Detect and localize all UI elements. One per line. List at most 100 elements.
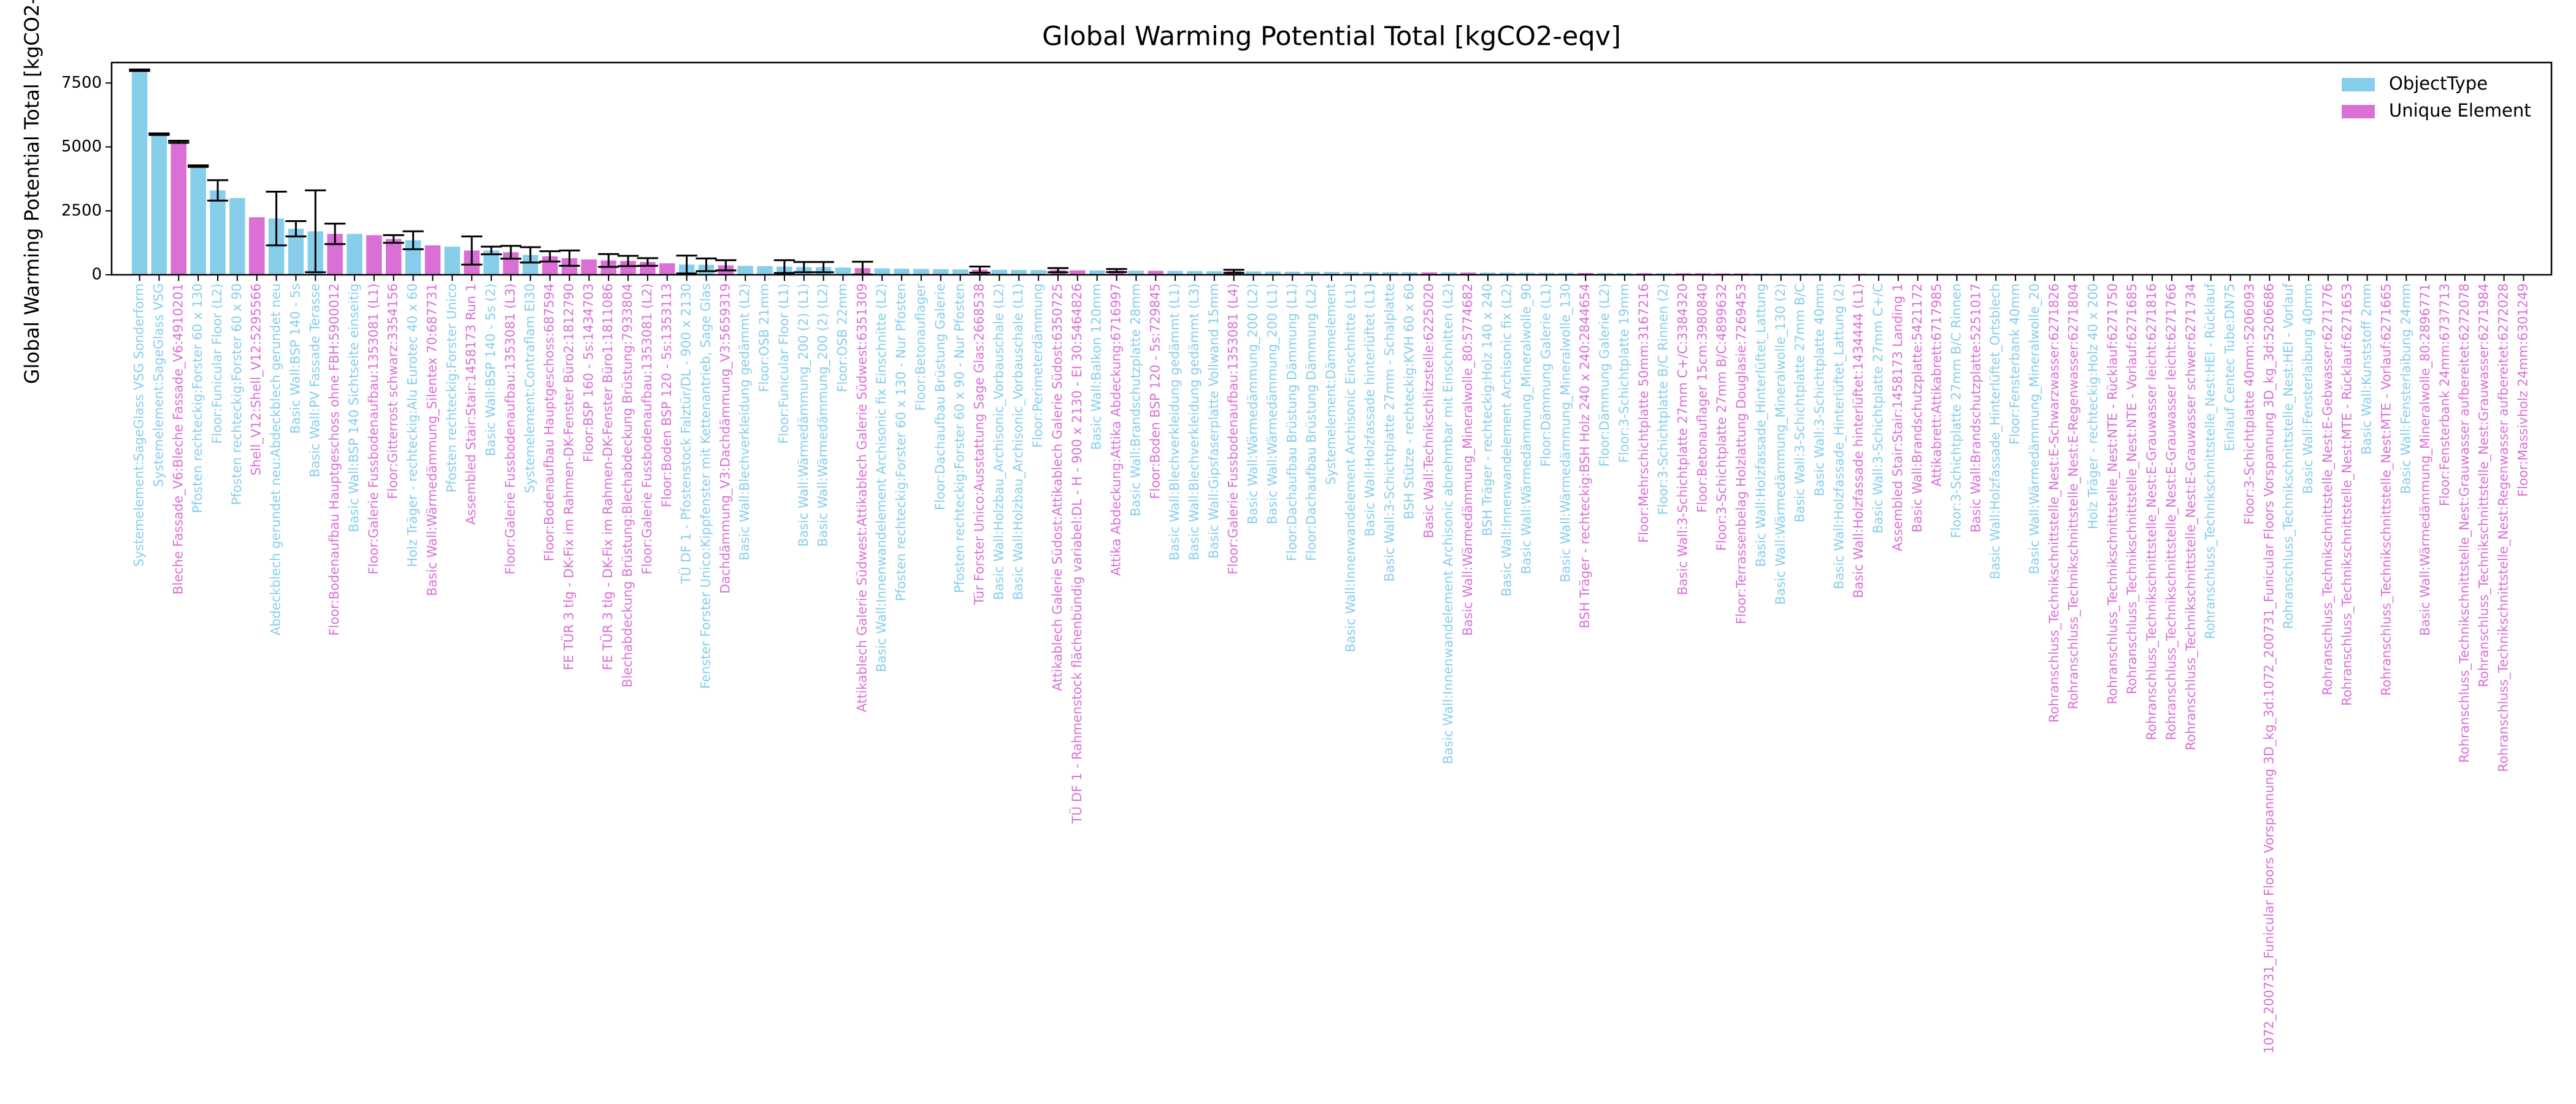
x-tick-label: 1072_200731_Funicular Floors Vorspannung…: [2261, 283, 2277, 1054]
x-tick-label: Rohranschluss_Technikschnittstelle_Nest:…: [2281, 283, 2296, 629]
x-tick-label: Floor:Dachaufbau Brüstung Galerie: [933, 283, 948, 510]
error-bar: [696, 257, 717, 272]
bar: [229, 197, 245, 275]
x-tick-label: Pfosten rechteckig:Forster 60 x 90 - Nur…: [953, 283, 967, 593]
x-tick-label: Attika Abdeckung:Attika Abdeckung:671699…: [1109, 283, 1124, 576]
error-bar: [1047, 267, 1069, 274]
bar: [1362, 272, 1379, 275]
x-tick-label: Systemelement:Dämmelement: [1324, 283, 1338, 485]
x-tick-label: Basic Wall:Holzbau_Archisonic_Vorbauscha…: [1011, 283, 1026, 600]
x-tick-label: Floor:Funicular Floor (L1): [776, 283, 791, 444]
x-tick-label: Basic Wall:Innenwandelement Archisonic f…: [874, 283, 889, 672]
bar: [894, 268, 910, 275]
x-tick-label: Basic Wall:Holzfassade_Hinterlüftet_Orts…: [1988, 283, 2003, 580]
x-tick-label: Basic Wall:Wärmedämmung_200 (2) (L1): [796, 283, 811, 546]
x-tick-label: Floor:OSB 21mm: [757, 283, 772, 393]
bar: [1655, 273, 1672, 275]
error-bar: [637, 257, 659, 267]
y-tick-label: 7500: [61, 74, 102, 92]
y-axis-label: Global Warming Potential Total [kgCO2-eq…: [20, 0, 44, 384]
x-tick-label: Floor:Betonauflager 15cm:3980840: [1695, 283, 1709, 513]
x-tick-label: Basic Wall:Wärmedämmung_Silentex 70:6877…: [424, 283, 440, 596]
x-tick-label: Basic Wall:Wärmedämmung_Mineralwolle_20: [2027, 283, 2042, 574]
bar: [1675, 273, 1692, 275]
bar: [385, 239, 402, 275]
bar: [1265, 271, 1281, 275]
x-tick-label: Attikablech Galerie Südost:Attikablech G…: [1050, 283, 1065, 691]
legend-swatch: [2342, 78, 2375, 91]
x-tick-label: Holz Träger - rechteckig:Holz 40 x 200: [2086, 283, 2101, 529]
error-bar: [187, 164, 209, 168]
chart-title: Global Warming Potential Total [kgCO2-eq…: [1042, 21, 1621, 52]
bar: [1324, 272, 1340, 275]
bar: [190, 166, 206, 275]
x-tick-label: Floor:Dachaufbau Brüstung Dämmung (L1): [1284, 283, 1299, 561]
x-tick-label: Rohranschluss_Technikschnittstelle_Nest:…: [2340, 283, 2355, 706]
x-tick-label: Floor:3-Schichtplatte 19mm: [1617, 283, 1631, 463]
x-tick-label: Systemelement:SageGlass VSG Sonderform: [132, 283, 147, 567]
bar: [1401, 272, 1418, 275]
error-bar: [559, 249, 580, 267]
bar: [1617, 273, 1633, 275]
x-tick-label: Basic Wall:Wärmedämmung_Mineralwolle_80:…: [2418, 283, 2433, 636]
bar: [757, 266, 773, 275]
error-bar: [773, 259, 795, 274]
x-tick-label: Floor:3-Schichtplatte 40mm:5206093: [2242, 283, 2256, 524]
x-tick-label: Basic Wall:Innenwandelement Archisonic f…: [1500, 283, 1514, 596]
x-tick-label: Basic Wall:Brandschutzplatte:5421172: [1910, 283, 1925, 532]
x-tick-label: BSH Träger - rechteckig:Holz 140 x 240: [1480, 283, 1495, 536]
x-tick-label: Basic Wall:Brandschutzplatte:5251017: [1968, 283, 1983, 532]
bar: [874, 268, 890, 275]
bar: [1441, 272, 1457, 275]
x-tick-label: Pfosten rechteckig:Forster 60 x 130: [190, 283, 205, 513]
bar: [659, 263, 675, 275]
bar: [835, 267, 851, 275]
x-tick-label: Basic Wall:BSP 140 - 5s (2): [483, 283, 498, 456]
x-tick-label: Basic Wall:Innenwandelement Archisonic E…: [1343, 283, 1358, 653]
bar: [1538, 272, 1555, 275]
x-tick-label: Floor:Fensterbank 40mm: [2007, 283, 2022, 445]
error-bar: [715, 259, 737, 272]
x-tick-label: Rohranschluss_Technikschnittstelle_Nest:…: [2496, 283, 2512, 772]
x-tick-label: Floor:3-Schichtplatte 27mm B/C Rinnen: [1949, 283, 1964, 539]
x-tick-label: Basic Wall:Technikschlitzstelle:6225020: [1421, 283, 1436, 539]
x-tick-label: Basic Wall:Wärmedämmung_200 (L2): [1246, 283, 1261, 524]
x-tick-label: Basic Wall:3-Schichtplatte 27mm - Schalp…: [1382, 283, 1397, 581]
x-tick-label: BSH Stütze - rechteckig:KVH 60 x 60: [1401, 283, 1416, 519]
error-bar: [1223, 269, 1244, 274]
x-tick-label: Floor:3-Schichtplatte B/C Rinnen (2): [1656, 283, 1671, 515]
x-tick-label: FE TÜR 3 tlg - DK-Fix im Rahmen-DK-Fenst…: [600, 283, 615, 670]
x-tick-label: Rohranschluss_Technikschnittstelle_Nest:…: [2203, 283, 2218, 639]
x-tick-label: Rohranschluss_Technikschnittstelle_Nest:…: [2144, 283, 2160, 740]
x-tick-label: Floor:Betonauflager: [913, 283, 928, 411]
x-tick-label: Floor:Dachaufbau Brüstung Dämmung (L2): [1304, 283, 1319, 561]
bar: [1577, 272, 1593, 275]
x-tick-label: Blechabdeckung Brüstung:Blechabdeckung B…: [620, 283, 635, 688]
error-bar: [129, 68, 150, 72]
bar: [248, 217, 265, 275]
error-bar: [402, 230, 424, 250]
x-tick-label: Basic Wall:BSP 140 - 5s: [288, 283, 302, 434]
x-tick-label: Basic Wall:Blechverkleidung gedämmt (L2): [737, 283, 752, 561]
x-tick-label: Basic Wall:Wärmedämmung_Mineralwolle_130…: [1773, 283, 1788, 605]
x-tick-label: TÜ DF 1 - Pfostenstock Falztür/DL - 900 …: [678, 283, 694, 585]
x-tick-label: Fenster Forster Unico:Kippfenster mit Ke…: [698, 283, 713, 689]
bar: [1480, 272, 1496, 275]
x-tick-label: Pfosten rechteckig:Forster 60 x 130 - Nu…: [894, 283, 908, 601]
error-bar: [676, 255, 697, 275]
bar: [913, 269, 929, 275]
legend-swatch: [2342, 105, 2375, 118]
x-tick-label: Floor:Gitterrost schwarz:3354156: [386, 283, 401, 499]
bar: [210, 190, 226, 275]
x-tick-label: Bleche Fassade_V6:Bleche Fassade_V6:4910…: [171, 283, 186, 594]
bar: [737, 266, 753, 275]
x-tick-label: Basic Wall:Holzfassade_Hinterlüftet_Latt…: [1754, 283, 1769, 567]
bar: [151, 134, 167, 275]
bar: [171, 142, 187, 275]
x-tick-label: Basic Wall:Blechverkleidung gedämmt (L3): [1187, 283, 1202, 561]
x-tick-label: Assembled Stair:Stair:1458173 Landing 1: [1890, 283, 1905, 551]
x-tick-label: Basic Wall:Wärmedämmung_200 (L1): [1265, 283, 1280, 524]
bar: [366, 235, 382, 275]
x-tick-label: Floor:Galerie Fussbodenaufbau:1353081 (L…: [640, 283, 654, 575]
